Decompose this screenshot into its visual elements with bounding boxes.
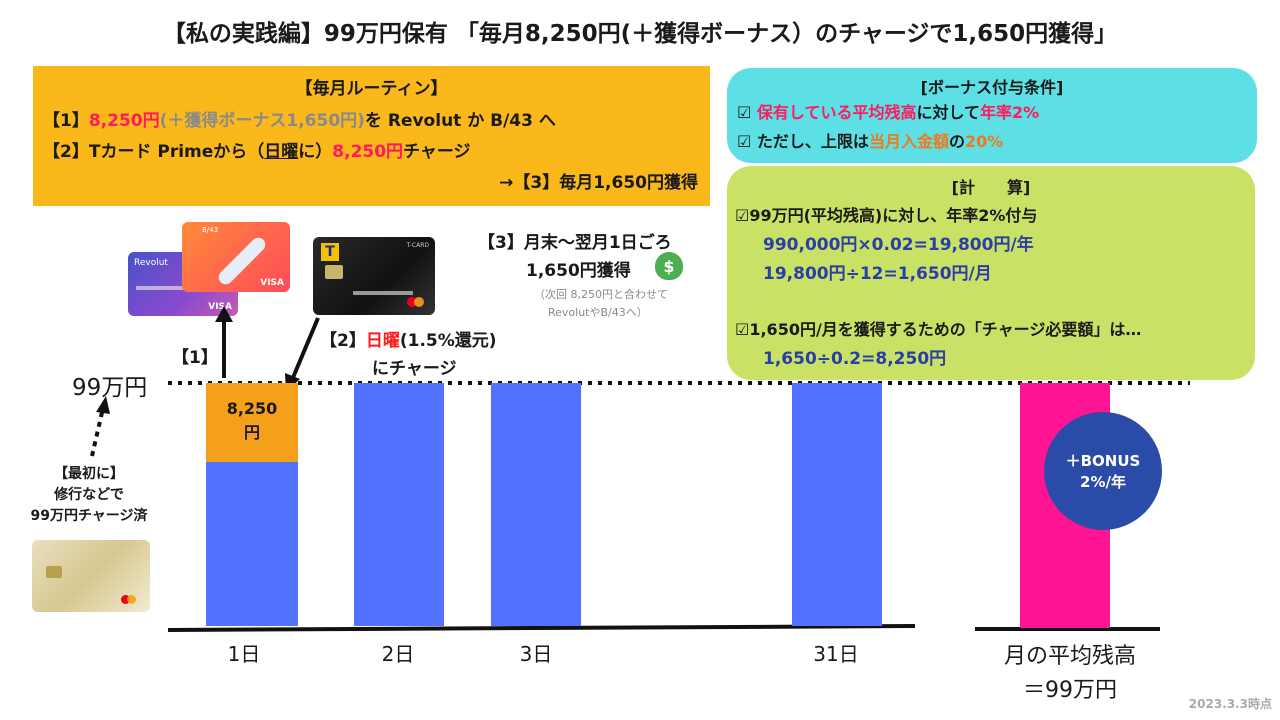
- routine-step3: →【3】毎月1,650円獲得: [499, 173, 698, 193]
- checkbox-icon: ☑: [735, 206, 750, 225]
- bar-day1-charge: 8,250 円: [206, 383, 298, 462]
- x-axis-baseline: [167, 624, 916, 632]
- calc-line-3: 1,650÷0.2=8,250円: [763, 349, 947, 369]
- step2-arrow: [290, 317, 320, 381]
- page-title: 【私の実践編】99万円保有 「毎月8,250円(＋獲得ボーナス）のチャージで1,…: [162, 21, 1118, 47]
- gold-card: [32, 540, 150, 612]
- calculation-heading: [計 算]: [951, 178, 1031, 197]
- xlabel-average: 月の平均残高 ＝99万円: [1003, 644, 1136, 703]
- month-end-label: 【3】月末〜翌月1日ごろ: [478, 233, 672, 253]
- bonus-badge: ＋BONUS 2%/年: [1044, 412, 1162, 530]
- calc-item-1: ☑99万円(平均残高)に対し、年率2%付与: [735, 206, 1038, 225]
- checkbox-icon: ☑: [735, 320, 750, 339]
- bar-day31: [792, 383, 882, 626]
- bar-day1-balance: [206, 462, 298, 626]
- level-99man-label: 99万円: [72, 375, 148, 401]
- xlabel-day2: 2日: [381, 642, 415, 666]
- routine-step1: 【1】8,250円(＋獲得ボーナス1,650円)を Revolut か B/43…: [43, 111, 556, 131]
- initial-charge-note: 【最初に】 修行などで 99万円チャージ済: [30, 466, 148, 524]
- calc-item-2: ☑1,650円/月を獲得するための「チャージ必要額」は…: [735, 320, 1142, 339]
- month-end-note-2: RevolutやB/43へ）: [548, 306, 648, 319]
- bonus-conditions-box: [ボーナス付与条件] ☑ 保有している平均残高に対して年率2% ☑ ただし、上限…: [727, 68, 1257, 163]
- money-bag-icon: $: [655, 252, 683, 280]
- step1-arrow-head: [215, 306, 233, 322]
- xlabel-day31: 31日: [813, 642, 859, 666]
- condition-item-2: ☑ ただし、上限は当月入金額の20%: [737, 132, 1004, 151]
- xlabel-day1: 1日: [227, 642, 261, 666]
- b43-card: B/43 VISA: [182, 222, 290, 292]
- bar-day2: [354, 383, 444, 626]
- routine-step2: 【2】Tカード Primeから（日曜に）8,250円チャージ: [43, 142, 471, 162]
- month-end-amount: 1,650円獲得: [526, 261, 631, 281]
- initial-charge-arrow: [90, 407, 105, 457]
- checkbox-icon: ☑: [737, 132, 752, 151]
- routine-heading: 【毎月ルーティン】: [295, 79, 448, 99]
- step2-label-line2: にチャージ: [372, 359, 457, 379]
- bar-day3: [491, 383, 581, 626]
- step1-label: 【1】: [172, 348, 218, 368]
- month-end-note: （次回 8,250円と合わせて: [534, 288, 668, 301]
- calc-line-1: 990,000円×0.02=19,800円/年: [763, 235, 1034, 255]
- initial-charge-arrow-head: [96, 396, 110, 414]
- calculation-box: [計 算] ☑99万円(平均残高)に対し、年率2%付与 990,000円×0.0…: [727, 166, 1255, 380]
- monthly-routine-box: 【毎月ルーティン】 【1】8,250円(＋獲得ボーナス1,650円)を Revo…: [33, 66, 710, 206]
- calc-line-2: 19,800円÷12=1,650円/月: [763, 264, 992, 284]
- t-card-prime: T T-CARD: [313, 237, 435, 315]
- condition-item-1: ☑ 保有している平均残高に対して年率2%: [737, 103, 1040, 122]
- conditions-heading: [ボーナス付与条件]: [920, 78, 1064, 97]
- step2-label: 【2】日曜(1.5%還元): [320, 331, 497, 351]
- xlabel-day3: 3日: [519, 642, 553, 666]
- checkbox-icon: ☑: [737, 103, 752, 122]
- date-stamp: 2023.3.3時点: [1188, 697, 1272, 711]
